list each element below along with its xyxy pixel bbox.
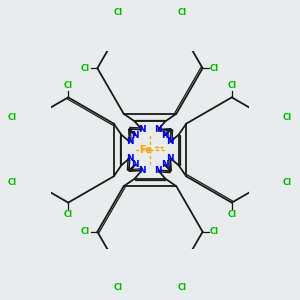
Text: Cl: Cl: [64, 210, 73, 219]
Text: Cl: Cl: [81, 227, 90, 236]
Text: N: N: [167, 137, 174, 146]
Text: N: N: [154, 125, 162, 134]
Text: Cl: Cl: [8, 178, 17, 187]
Text: Cl: Cl: [227, 210, 236, 219]
Text: Cl: Cl: [8, 113, 17, 122]
Text: N: N: [131, 160, 139, 169]
Text: Cl: Cl: [113, 283, 122, 292]
Text: N: N: [138, 125, 146, 134]
Text: Cl: Cl: [178, 283, 187, 292]
Text: N: N: [131, 131, 139, 140]
Text: Cl: Cl: [210, 64, 219, 73]
Text: Fe: Fe: [140, 145, 152, 155]
Text: N: N: [161, 160, 169, 169]
Text: Cl: Cl: [283, 178, 292, 187]
Text: Cl: Cl: [113, 8, 122, 17]
Text: N: N: [167, 154, 174, 163]
Text: N: N: [126, 154, 134, 163]
Text: Cl: Cl: [64, 81, 73, 90]
Text: N: N: [161, 131, 169, 140]
Text: N: N: [138, 166, 146, 175]
Text: N: N: [126, 137, 134, 146]
Text: N: N: [154, 166, 162, 175]
Text: Cl: Cl: [178, 8, 187, 17]
Text: Cl: Cl: [283, 113, 292, 122]
Text: Cl: Cl: [227, 81, 236, 90]
Text: Cl: Cl: [210, 227, 219, 236]
Text: Cl: Cl: [81, 64, 90, 73]
Text: ++: ++: [153, 145, 165, 151]
